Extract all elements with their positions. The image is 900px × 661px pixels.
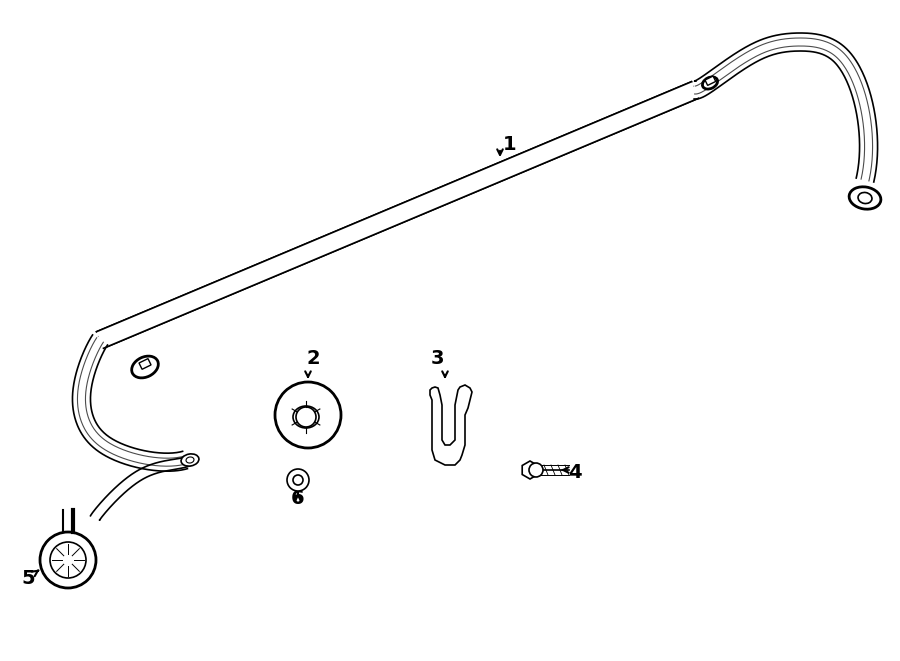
Circle shape: [296, 407, 316, 427]
Text: 4: 4: [568, 463, 581, 481]
Text: 1: 1: [503, 136, 517, 155]
Polygon shape: [694, 33, 878, 182]
Text: 2: 2: [306, 348, 319, 368]
Ellipse shape: [181, 454, 199, 466]
Polygon shape: [522, 461, 538, 479]
Circle shape: [293, 475, 303, 485]
Polygon shape: [96, 82, 698, 348]
Circle shape: [529, 463, 543, 477]
Text: 5: 5: [22, 568, 35, 588]
Bar: [705, 76, 716, 85]
Circle shape: [287, 469, 309, 491]
Polygon shape: [91, 456, 193, 520]
Text: 3: 3: [430, 348, 444, 368]
Ellipse shape: [858, 192, 872, 204]
PathPatch shape: [430, 385, 472, 465]
Circle shape: [40, 532, 96, 588]
Ellipse shape: [702, 77, 717, 89]
Ellipse shape: [849, 187, 881, 209]
Circle shape: [275, 382, 341, 448]
Ellipse shape: [186, 457, 194, 463]
Ellipse shape: [293, 406, 319, 428]
Circle shape: [50, 542, 86, 578]
Bar: [139, 359, 151, 369]
Ellipse shape: [131, 356, 158, 378]
Text: 6: 6: [292, 488, 305, 508]
Polygon shape: [73, 335, 187, 471]
